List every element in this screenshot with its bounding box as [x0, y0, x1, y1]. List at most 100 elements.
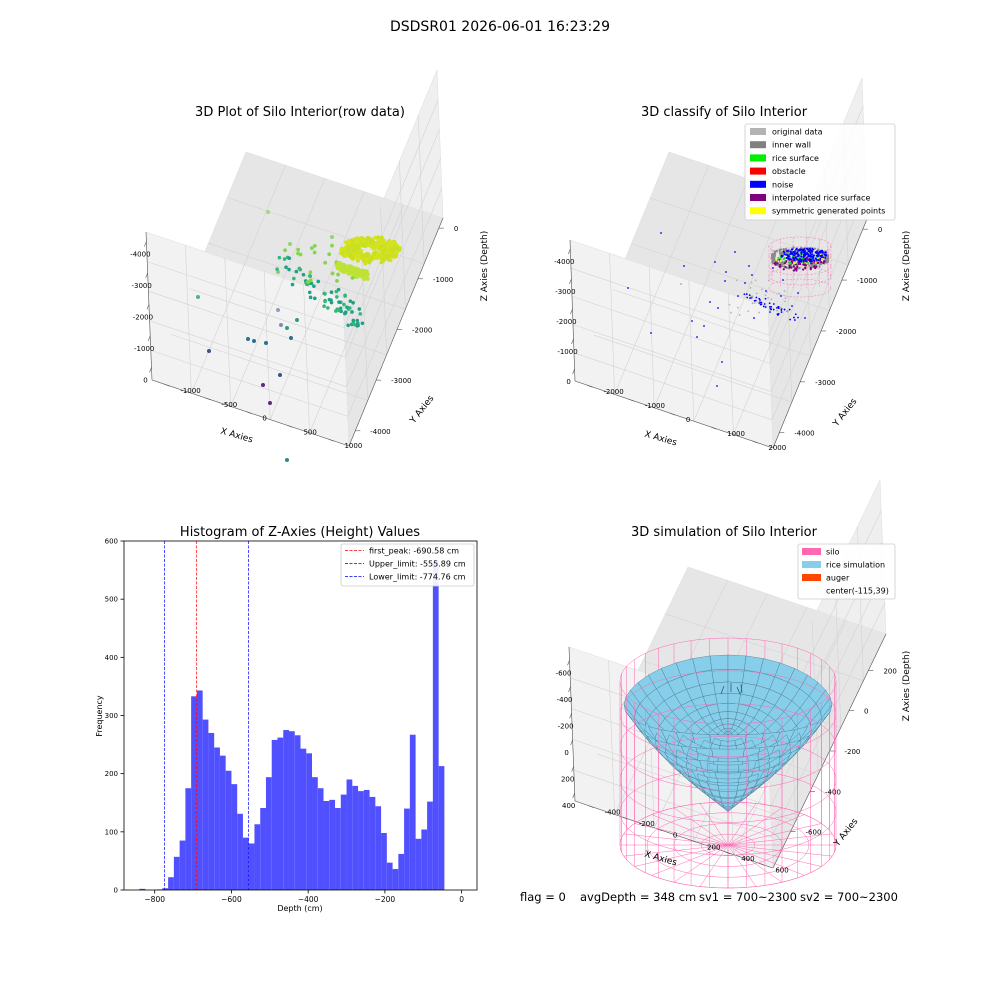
rice-surface-point [356, 239, 361, 244]
histogram-bar [404, 808, 410, 890]
inner-wall-point [808, 264, 811, 267]
noise-point [799, 260, 802, 263]
noise-point [823, 253, 826, 256]
simulation-y-tick [690, 839, 697, 843]
raw-box-grid-line [150, 350, 348, 417]
raw-data-point [288, 242, 292, 246]
interpolated-point [784, 266, 787, 269]
raw-data-point [312, 243, 317, 248]
rice-surface-point [388, 240, 393, 245]
noise-point [772, 303, 775, 305]
silo-floor-spoke [727, 833, 833, 846]
rice-surface-point [798, 255, 801, 258]
interpolated-point [782, 268, 785, 271]
original-data-point [747, 310, 750, 313]
original-data-point [770, 298, 773, 301]
rice-surface-patch [709, 654, 729, 671]
histogram-bar [139, 888, 146, 890]
rice-surface-point [340, 269, 345, 274]
histogram-bar [202, 719, 209, 890]
histogram-x-tick-label: −800 [144, 895, 165, 904]
raw-box-grid-line [269, 191, 365, 420]
simulation-zlabel: Z Axies (Depth) [902, 651, 912, 722]
rice-surface-point [347, 245, 352, 250]
classify-x-tick-label: -4000 [554, 258, 574, 266]
noise-point [696, 336, 698, 338]
histogram-bar [277, 737, 284, 890]
raw-x-tick [145, 272, 148, 279]
simulation-title: 3D simulation of Silo Interior [631, 525, 818, 540]
rice-surface-point [789, 262, 792, 265]
rice-surface-point [390, 254, 395, 259]
histogram-bar [409, 734, 416, 890]
rice-surface-point [356, 273, 361, 278]
noise-point [797, 249, 800, 252]
original-data-point [738, 314, 741, 316]
classify-xlabel: X Axies [643, 430, 678, 449]
rice-surface-point [365, 254, 370, 259]
legend-swatch [750, 154, 766, 162]
simulation-x-tick-label: 400 [562, 802, 575, 810]
interpolated-point [810, 262, 813, 265]
classify-y-tick [752, 440, 758, 444]
original-data-point [735, 279, 738, 282]
classify-z-tick-label: -2000 [836, 328, 856, 336]
raw-data-point [357, 307, 362, 311]
raw-data-point [330, 271, 335, 276]
classify-box-grid-line [593, 334, 792, 403]
interpolated-point [796, 265, 799, 268]
rice-surface-point [356, 253, 361, 258]
classify-box-grid-line [570, 267, 770, 336]
raw-box-grid-line [399, 161, 406, 310]
interpolated-point [795, 268, 798, 271]
rice-surface-point [362, 239, 367, 244]
noise-point [803, 248, 806, 251]
classify-box-grid-line [612, 289, 811, 357]
silo-floor-spoke [727, 814, 805, 846]
inner-wall-point [784, 247, 788, 251]
raw-box-grid-line [347, 188, 443, 417]
rice-surface-point [373, 235, 378, 240]
rice-surface-point [354, 236, 359, 241]
noise-point [768, 305, 771, 308]
simulation-y-tick-label: 200 [707, 843, 720, 851]
noise-point [789, 318, 791, 321]
legend-label: original data [772, 128, 823, 137]
rice-surface-point [340, 263, 345, 268]
simulation-y-tick-label: 400 [741, 855, 754, 863]
classify-box-grid-line [805, 215, 811, 357]
classify-box-grid-line [771, 190, 867, 420]
histogram-bar [248, 843, 255, 890]
noise-point [721, 361, 723, 363]
noise-point [791, 248, 794, 251]
simulation-x-tick [571, 766, 574, 772]
original-data-point [784, 297, 787, 300]
noise-point [819, 254, 822, 257]
symmetric-point [779, 260, 782, 263]
original-data-point [758, 311, 760, 314]
rice-surface-point [348, 264, 353, 269]
legend-frame [744, 123, 896, 221]
original-data-point [754, 279, 757, 282]
noise-point [717, 307, 719, 309]
raw-data-point [355, 318, 360, 323]
noise-point [709, 301, 711, 303]
noise-point [802, 260, 805, 263]
classify-y-tick-label: 1000 [727, 430, 745, 438]
raw-data-point [275, 267, 279, 271]
noise-point [793, 316, 795, 319]
raw-data-3d-panel: 3D Plot of Silo Interior(row data) -4000… [130, 69, 490, 462]
simulation-box-grid-line [573, 769, 772, 838]
histogram-bar [398, 853, 405, 890]
silo-floor-spoke [673, 807, 729, 846]
noise-point [703, 325, 705, 327]
histogram-bar [312, 777, 318, 890]
raw-y-tick [164, 383, 170, 387]
classify-box-grid-line [573, 352, 773, 421]
raw-data-point [279, 323, 283, 327]
rice-surface-point [361, 269, 366, 274]
original-data-point [786, 310, 789, 313]
rice-surface-point [379, 244, 384, 249]
raw-box-grid-line [170, 334, 368, 401]
classify-box-grid-line [614, 165, 709, 395]
